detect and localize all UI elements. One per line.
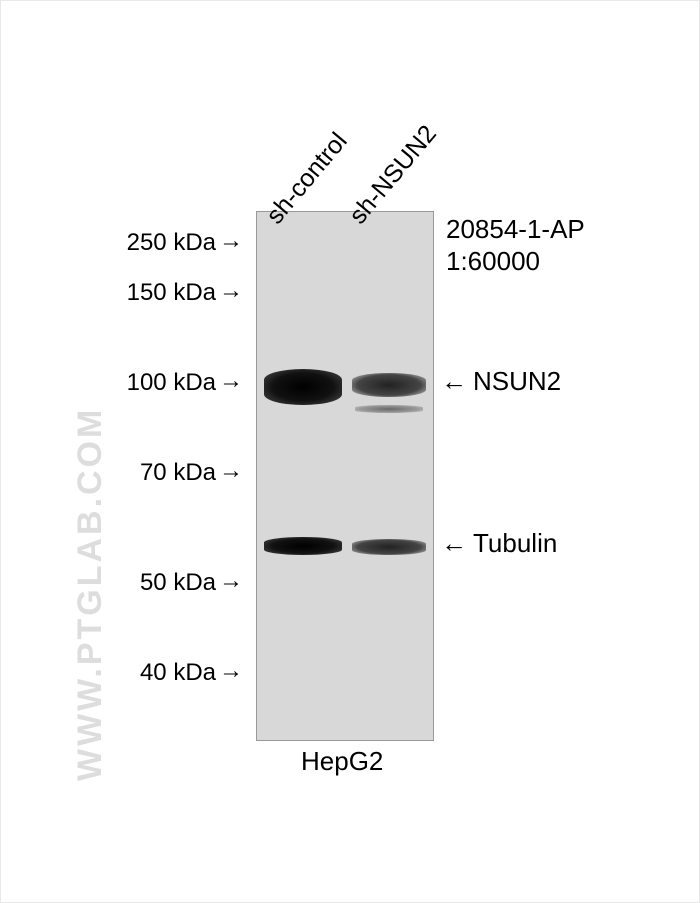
antibody-catalog: 20854-1-AP	[446, 214, 585, 245]
arrow-icon: →	[219, 277, 243, 305]
blot-image-area	[256, 211, 434, 741]
protein-label-nsun2: NSUN2	[473, 366, 561, 397]
mw-label-250: 250 kDa	[86, 229, 216, 257]
arrow-left-icon: ←	[441, 366, 467, 397]
arrow-icon: →	[219, 657, 243, 685]
mw-label-70: 70 kDa	[86, 459, 216, 487]
mw-label-40: 40 kDa	[86, 659, 216, 687]
cell-line-label: HepG2	[301, 746, 383, 777]
arrow-icon: →	[219, 567, 243, 595]
arrow-icon: →	[219, 227, 243, 255]
band-faint-lane2	[355, 405, 423, 413]
arrow-icon: →	[219, 457, 243, 485]
mw-label-50: 50 kDa	[86, 569, 216, 597]
band-tubulin-lane2	[352, 539, 426, 555]
band-nsun2-lane2	[352, 373, 426, 397]
band-tubulin-lane1	[264, 537, 342, 555]
band-nsun2-lane1	[264, 369, 342, 405]
mw-label-150: 150 kDa	[86, 279, 216, 307]
arrow-left-icon: ←	[441, 528, 467, 559]
arrow-icon: →	[219, 367, 243, 395]
lane-separator	[345, 212, 346, 740]
mw-label-100: 100 kDa	[86, 369, 216, 397]
antibody-dilution: 1:60000	[446, 246, 540, 277]
protein-label-tubulin: Tubulin	[473, 528, 557, 559]
